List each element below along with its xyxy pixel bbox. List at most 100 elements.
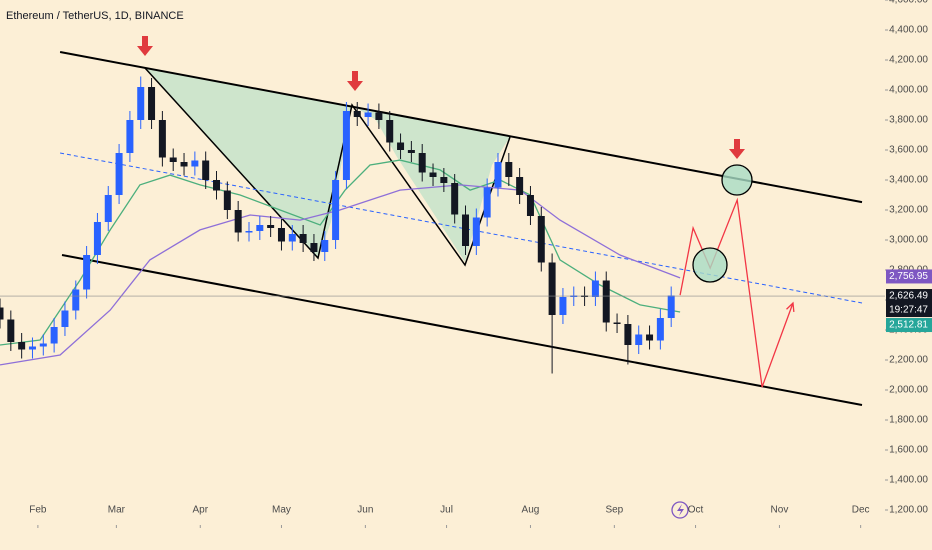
y-tick-label: 4,600.00 [889, 0, 928, 6]
candle-body [364, 112, 372, 117]
candle-body [83, 255, 91, 290]
overlay-line [60, 152, 863, 304]
y-tick-label: 3,600.00 [889, 145, 928, 156]
candle-body [267, 225, 275, 228]
candle-body [635, 334, 643, 345]
circle-marker [692, 247, 728, 283]
x-tick-label: Mar [108, 505, 126, 516]
candle-body [462, 214, 470, 246]
candle-body [126, 120, 134, 153]
candle-body [213, 180, 221, 191]
price-tag-label: 2,626.49 [889, 291, 928, 302]
overlay-line [679, 197, 794, 388]
price-tag [886, 289, 932, 318]
arrow-head [786, 301, 795, 313]
down-arrow [137, 36, 153, 56]
price-tag-label: 2,512.81 [889, 320, 928, 331]
down-arrow [347, 71, 363, 91]
price-tag-label: 2,756.95 [889, 271, 928, 282]
candle-body [310, 243, 318, 252]
pattern-fill [145, 68, 510, 262]
candle-body [613, 322, 621, 324]
candle-body [104, 195, 112, 222]
candle-body [223, 190, 231, 210]
pattern-drawings [144, 67, 511, 267]
candle-body [61, 310, 69, 327]
candle-body [18, 342, 26, 350]
candle-body [646, 334, 654, 341]
y-tick-label: 1,600.00 [889, 445, 928, 456]
candle-body [299, 234, 307, 243]
candle-body [494, 162, 502, 188]
candle-body [397, 142, 405, 150]
candle-body [342, 111, 350, 180]
candle-body [418, 153, 426, 173]
y-tick-label: 3,400.00 [889, 175, 928, 186]
candle-body [50, 327, 58, 344]
candle-body [451, 183, 459, 215]
candle-body [180, 162, 188, 167]
y-tick-label: 1,400.00 [889, 475, 928, 486]
candle-body [548, 262, 556, 315]
candle-body [234, 210, 242, 233]
y-tick-label: 4,200.00 [889, 55, 928, 66]
candle-body [667, 295, 675, 318]
y-tick-label: 3,800.00 [889, 115, 928, 126]
overlay-line [0, 184, 681, 366]
candle-body [624, 324, 632, 345]
y-tick-label: 1,800.00 [889, 415, 928, 426]
pattern-zigzag [144, 67, 511, 267]
event-icon-bolt [677, 504, 684, 516]
candle-body [516, 177, 524, 195]
candle-body [440, 177, 448, 183]
candle-body [28, 346, 36, 350]
candle-body [602, 280, 610, 323]
candle-body [407, 150, 415, 153]
candle-body [559, 297, 567, 315]
candle-body [472, 217, 480, 246]
candle-body [148, 87, 156, 120]
y-tick-label: 2,000.00 [889, 385, 928, 396]
chart-title: Ethereum / TetherUS, 1D, BINANCE [6, 10, 184, 22]
candle-body [202, 160, 210, 180]
marks [0, 51, 885, 406]
y-tick-label: 1,200.00 [889, 505, 928, 516]
candle-body [505, 162, 513, 177]
candle-body [591, 280, 599, 297]
candle-body [245, 231, 253, 233]
price-tag [886, 269, 932, 284]
circle-marker [721, 164, 753, 196]
candle-body [353, 111, 361, 117]
x-tick-label: Dec [852, 505, 870, 516]
x-tick-label: May [272, 505, 291, 516]
x-tick-label: Sep [605, 505, 623, 516]
y-tick-label: 2,200.00 [889, 355, 928, 366]
y-tick-label: 3,000.00 [889, 235, 928, 246]
candle-body [115, 153, 123, 195]
x-tick-label: Aug [522, 505, 540, 516]
x-tick-label: Oct [688, 505, 704, 516]
candle-body [288, 234, 296, 242]
candle-body [386, 120, 394, 143]
candle-body [158, 120, 166, 158]
candle-body [39, 343, 47, 347]
candle-body [137, 87, 145, 120]
candle-body [429, 172, 437, 177]
y-tick-label: 3,200.00 [889, 205, 928, 216]
candle-body [332, 180, 340, 240]
overlay-line [61, 254, 863, 406]
candle-body [375, 112, 383, 120]
candle-body [656, 318, 664, 341]
y-tick-label: 4,400.00 [889, 25, 928, 36]
candle-body [169, 157, 177, 162]
candle-body [93, 222, 101, 255]
candle-body [537, 216, 545, 263]
candle-body [277, 228, 285, 242]
x-tick-label: Jul [440, 505, 453, 516]
x-tick-label: Nov [771, 505, 789, 516]
event-icon[interactable] [671, 501, 689, 519]
price-tag [886, 318, 932, 333]
